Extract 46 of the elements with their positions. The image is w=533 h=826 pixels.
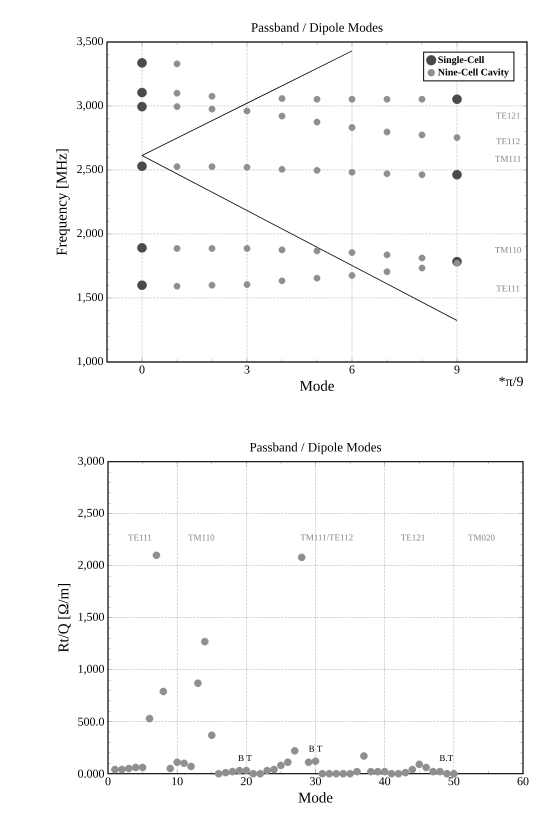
y-tick-label: 1,500 (78, 612, 104, 623)
x-tick-label: 3 (244, 366, 250, 374)
legend-label: Nine-Cell Cavity (438, 68, 509, 78)
annotation: TM111/TE112 (300, 534, 353, 541)
y-tick-label: 3,000 (78, 456, 104, 467)
x-tick-label: 0 (105, 777, 111, 786)
x-tick-label: 20 (240, 777, 252, 786)
x-tick-label: 40 (378, 777, 390, 786)
annotation: TE121 (400, 534, 425, 540)
x-tick-label: 10 (172, 777, 183, 786)
y-axis-title: Rt/Q [Ω/m] (58, 584, 71, 652)
y-tick-label: 0.000 (78, 770, 104, 778)
annotation: TE111 (496, 285, 520, 292)
annotation: TM020 (468, 534, 495, 541)
y-axis-title: Frequency [MHz] (56, 149, 70, 256)
y-tick-label: 2,000 (78, 560, 104, 571)
x-tick-label: 9 (454, 366, 460, 374)
x-tick-label: 30 (310, 777, 322, 786)
annotation: TE112 (496, 138, 520, 144)
x-tick-label: 60 (518, 777, 529, 786)
annotation: TE111 (128, 534, 152, 540)
y-tick-label: 2,000 (77, 229, 104, 239)
annotation: B T (238, 755, 252, 762)
text: *π/9 (499, 376, 523, 386)
y-tick-label: 1,000 (78, 664, 104, 675)
y-tick-label: 500.0 (78, 718, 104, 726)
y-tick-label: 2,500 (77, 165, 104, 175)
chart-title: Passband / Dipole Modes (250, 442, 382, 454)
y-tick-label: 1,000 (78, 357, 104, 367)
annotation: B.T (440, 755, 453, 762)
y-tick-label: 3,500 (77, 37, 104, 47)
annotation: TM111 (495, 156, 521, 162)
annotation: TM110 (188, 534, 214, 541)
annotation: B T (308, 746, 322, 752)
annotation: TE121 (496, 112, 520, 119)
x-axis-title: Mode (300, 380, 334, 391)
x-axis-title: Mode (298, 792, 332, 803)
chart-title: Passband / Dipole Modes (251, 22, 383, 34)
y-tick-label: 3,000 (77, 101, 104, 111)
legend-label: Single-Cell (438, 56, 484, 66)
x-tick-label: 0 (139, 366, 145, 374)
x-tick-label: 6 (350, 366, 355, 374)
x-tick-label: 50 (448, 777, 460, 786)
y-tick-label: 2,500 (78, 508, 104, 519)
annotation: TM110 (494, 246, 522, 254)
y-tick-label: 1,500 (78, 293, 104, 303)
